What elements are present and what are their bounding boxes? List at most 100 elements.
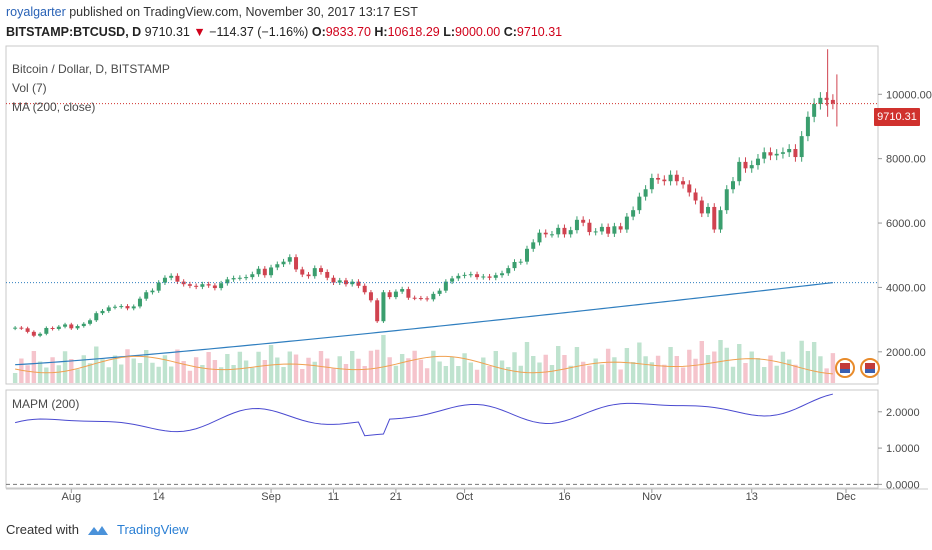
chart-canvas[interactable]: 10000.00 8000.00 6000.00 4000.00 2000.00 Aug 1… [0,0,932,520]
candle-body [418,298,423,300]
candle-body [718,210,723,230]
volume-bar [443,366,449,383]
candle-body [537,232,542,243]
time-tick-label: Sep [261,491,281,503]
volume-bar [50,357,55,383]
candle-body [169,275,174,278]
price-tick-label: 6000.00 [886,218,926,230]
time-tick-label: Dec [836,491,856,503]
volume-bar [19,358,24,383]
candle-body [593,231,598,233]
volume-bar [144,350,149,383]
time-tick-label: Oct [456,491,473,503]
legend-main[interactable]: Bitcoin / Dollar, D, BITSTAMP [12,62,170,76]
candle-body [637,196,642,211]
candle-body [325,271,330,278]
volume-bar [449,356,455,383]
volume-bar [94,346,99,383]
volume-bar [824,368,829,383]
candle-body [525,248,529,262]
legend-mapm[interactable]: MAPM (200) [12,397,80,411]
volume-bar [399,354,405,383]
candle-body [244,277,249,279]
indicator-pane-border [5,389,879,489]
volume-bar [830,353,836,383]
candle-body [256,268,261,275]
volume-bar [580,361,586,383]
volume-bar [624,348,630,383]
event-flag-stripe [840,363,850,369]
candle-body [649,177,654,190]
volume-bar [456,366,461,383]
volume-bar [680,367,686,383]
event-flag-field [865,369,875,373]
volume-bar [243,360,249,383]
candle-body [531,242,536,249]
candle-body [568,230,573,235]
candle-body [450,278,455,282]
volume-bar [730,366,736,383]
candle-body [331,277,336,283]
candle-body [131,306,136,309]
volume-bar [662,364,667,383]
candle-body [556,227,561,235]
candle-body [200,284,205,287]
volume-bar [312,361,317,383]
candle-body [487,276,492,278]
tradingview-link[interactable]: TradingView [116,522,189,537]
candle-body [50,327,55,329]
volume-bar [768,355,773,383]
candle-body [493,275,498,278]
high-value: 10618.29 [387,25,440,39]
volume-bar [387,357,392,383]
volume-bar [793,364,798,383]
candle-body [237,277,242,279]
volume-bar [150,362,155,383]
candle-body [749,165,754,169]
volume-bar [393,365,399,383]
volume-bar [131,358,136,383]
volume-bar [786,359,792,383]
footer: Created with TradingView [6,522,189,537]
volume-bar [200,365,205,383]
volume-bar [612,357,617,383]
candle-body [787,149,792,153]
tradingview-logo-icon [87,525,108,535]
volume-bar [206,352,211,383]
candle-body [387,292,392,298]
candle-body [350,281,355,285]
main-pane-border [5,45,879,385]
candle-body [668,174,673,182]
candle-body [506,268,511,274]
candle-body [518,261,523,263]
volume-bar [437,361,442,383]
legend-ma[interactable]: MA (200, close) [12,100,96,114]
candle-body [681,181,686,185]
volume-bar [668,347,673,383]
candle-body [219,283,224,289]
last-price: 9710.31 [144,25,190,39]
mapm-tick-label: 2.0000 [886,407,920,419]
candle-body [443,281,448,291]
candle-body [762,152,767,159]
author-link[interactable]: royalgarter [6,5,66,19]
candle-body [693,192,698,201]
volume-bar [431,350,436,383]
volume-bar [462,353,467,383]
volume-bar [593,358,598,383]
volume-bar [225,354,230,383]
candle-body [368,292,373,301]
candle-body [543,232,548,235]
candle-body [724,189,729,211]
candle-body [31,331,36,336]
volume-bar [119,364,124,383]
symbol-name[interactable]: BITSTAMP:BTCUSD, D [6,25,142,39]
candle-body [706,206,711,214]
legend-vol[interactable]: Vol (7) [12,81,47,95]
time-tick-label: 14 [153,491,165,503]
candle-body [356,281,361,286]
candle-body [88,320,93,324]
time-tick-label: 16 [558,491,570,503]
candle-body [137,298,142,307]
volume-bar [56,365,62,383]
